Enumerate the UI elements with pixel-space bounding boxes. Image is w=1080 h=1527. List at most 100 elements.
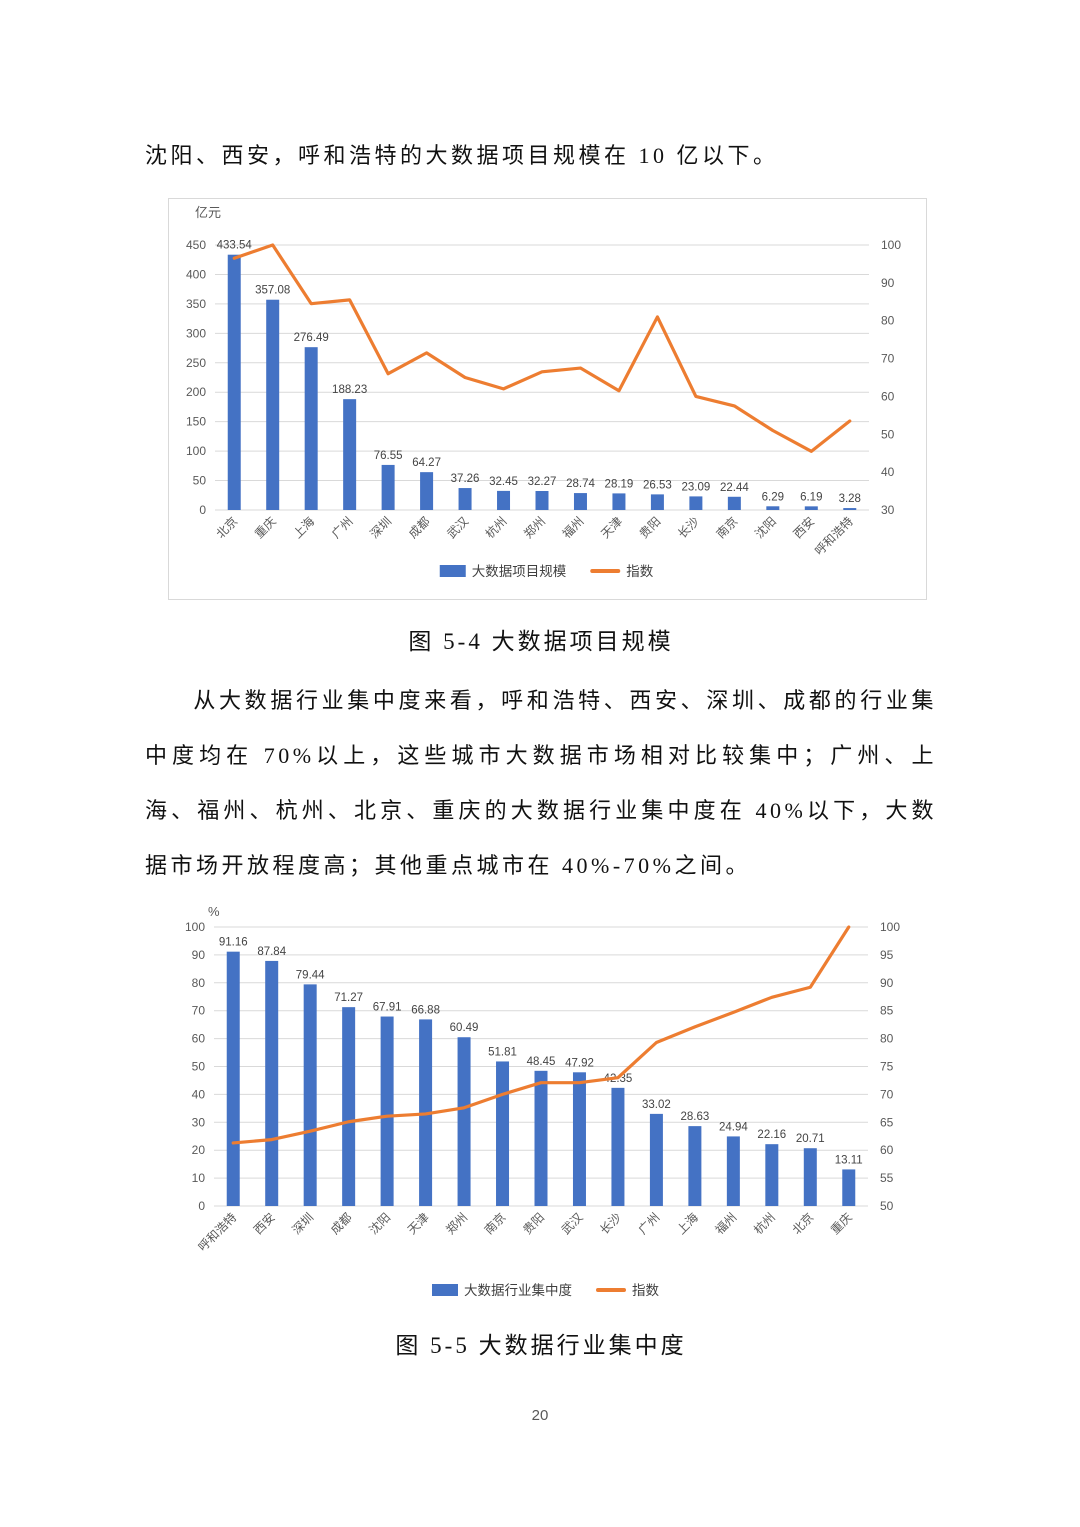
bar [304, 347, 318, 510]
page-number: 20 [531, 1407, 549, 1424]
data-label: 37.26 [451, 473, 480, 485]
bar [381, 464, 395, 510]
right-axis-tick-label: 50 [880, 1199, 894, 1213]
category-label: 沈阳 [751, 514, 779, 542]
right-axis-tick-label: 60 [880, 1143, 894, 1157]
category-label: 重庆 [828, 1210, 855, 1237]
category-label: 南京 [481, 1210, 509, 1238]
index-line [232, 243, 852, 453]
figure-5-4-chart: 0 50 100 150 200 250 300 350 400 450 30 40 50 60 70 80 9… [168, 198, 927, 600]
right-axis-tick-label: 80 [881, 314, 895, 328]
category-label: 广州 [636, 1210, 663, 1237]
right-axis-tick-label: 50 [881, 427, 895, 441]
left-axis-tick-label: 20 [192, 1143, 206, 1157]
category-label: 北京 [790, 1210, 817, 1237]
data-label: 20.71 [796, 1133, 825, 1145]
right-axis-tick-label: 55 [880, 1171, 894, 1185]
category-label: 广州 [329, 514, 356, 541]
legend-bar-swatch [432, 1284, 458, 1296]
data-label: 22.44 [720, 482, 749, 494]
right-axis-tick-label: 95 [880, 948, 894, 962]
data-label: 28.74 [566, 478, 595, 490]
bar [226, 951, 240, 1206]
data-label: 47.92 [565, 1057, 594, 1069]
bar [689, 496, 703, 510]
category-label: 深圳 [289, 1210, 316, 1237]
left-axis-tick-label: 90 [192, 948, 206, 962]
bar [766, 506, 780, 510]
data-label: 23.09 [681, 481, 710, 493]
legend-item-label: 大数据项目规模 [472, 564, 567, 579]
category-label: 呼和浩特 [195, 1210, 240, 1255]
data-label: 64.27 [412, 457, 441, 469]
category-label: 上海 [673, 1210, 701, 1238]
category-label: 西安 [250, 1210, 278, 1238]
data-label: 33.02 [642, 1099, 671, 1111]
data-label: 87.84 [257, 946, 286, 958]
data-label: 67.91 [373, 1002, 402, 1014]
left-axis-tick-label: 0 [199, 503, 206, 517]
left-axis-tick-label: 50 [192, 1060, 206, 1074]
bar [803, 1148, 817, 1206]
left-axis-tick-label: 30 [192, 1115, 206, 1129]
figure-5-5-chart: 0 10 20 30 40 50 60 70 80 90 100 50 55 60 65 70 75 80 85 90… [168, 898, 925, 1318]
bar [266, 299, 280, 510]
category-label: 南京 [713, 514, 741, 542]
data-label: 51.81 [488, 1046, 517, 1058]
category-label: 呼和浩特 [811, 514, 856, 559]
right-axis-tick-label: 80 [880, 1032, 894, 1046]
right-axis-tick-label: 75 [880, 1060, 894, 1074]
bar [765, 1144, 779, 1206]
data-label: 71.27 [334, 992, 363, 1004]
left-axis-tick-label: 150 [186, 415, 206, 429]
legend-bar-swatch [439, 565, 466, 577]
bar [842, 1169, 856, 1206]
category-label: 武汉 [444, 514, 471, 541]
category-label: 武汉 [559, 1210, 586, 1237]
data-label: 48.45 [527, 1056, 556, 1068]
data-label: 60.49 [450, 1022, 479, 1034]
data-label: 276.49 [294, 332, 329, 344]
data-label: 66.88 [411, 1004, 440, 1016]
data-label: 32.45 [489, 476, 518, 488]
paragraph-concentration: 从大数据行业集中度来看，呼和浩特、西安、深圳、成都的行业集中度均在 70%以上，… [145, 688, 937, 878]
bar [497, 490, 511, 510]
data-label: 22.16 [757, 1129, 786, 1141]
legend-item-label: 指数 [626, 564, 654, 579]
data-label: 32.27 [528, 476, 557, 488]
bar-line-chart-project-scale: 0 50 100 150 200 250 300 350 400 450 30 40 50 60 70 80 9… [186, 205, 901, 579]
bar [534, 1070, 548, 1206]
legend-line-swatch [596, 1288, 626, 1292]
bar [804, 506, 818, 510]
data-label: 13.11 [835, 1154, 863, 1166]
category-label: 长沙 [675, 514, 702, 541]
category-label: 天津 [598, 514, 625, 541]
left-axis-tick-label: 0 [198, 1199, 205, 1213]
right-axis-tick-label: 90 [880, 976, 894, 990]
category-label: 福州 [559, 514, 587, 542]
bar [572, 1072, 586, 1206]
right-axis-tick-label: 70 [881, 352, 895, 366]
left-axis-tick-label: 60 [192, 1032, 206, 1046]
bar [496, 1061, 510, 1206]
bar [457, 1037, 471, 1206]
category-label: 贵阳 [637, 514, 664, 541]
data-label: 76.55 [374, 450, 403, 462]
right-axis-tick-label: 40 [881, 465, 895, 479]
category-label: 福州 [712, 1210, 740, 1238]
right-axis-tick-label: 70 [880, 1087, 894, 1101]
bar [726, 1136, 740, 1206]
category-label: 深圳 [367, 514, 394, 541]
category-label: 杭州 [482, 514, 510, 542]
right-axis-tick-label: 100 [881, 238, 901, 252]
data-label: 79.44 [296, 969, 325, 981]
bar [420, 472, 434, 510]
category-label: 长沙 [597, 1210, 624, 1237]
data-label: 3.28 [839, 493, 861, 505]
category-label: 北京 [213, 514, 240, 541]
right-axis-tick-label: 100 [880, 920, 900, 934]
bar [650, 494, 664, 510]
category-label: 成都 [406, 514, 433, 541]
bar [573, 493, 587, 510]
bar-line-chart-industry-concentration: 0 10 20 30 40 50 60 70 80 90 100 50 55 60 65 70 75 80 85 90… [185, 904, 900, 1298]
